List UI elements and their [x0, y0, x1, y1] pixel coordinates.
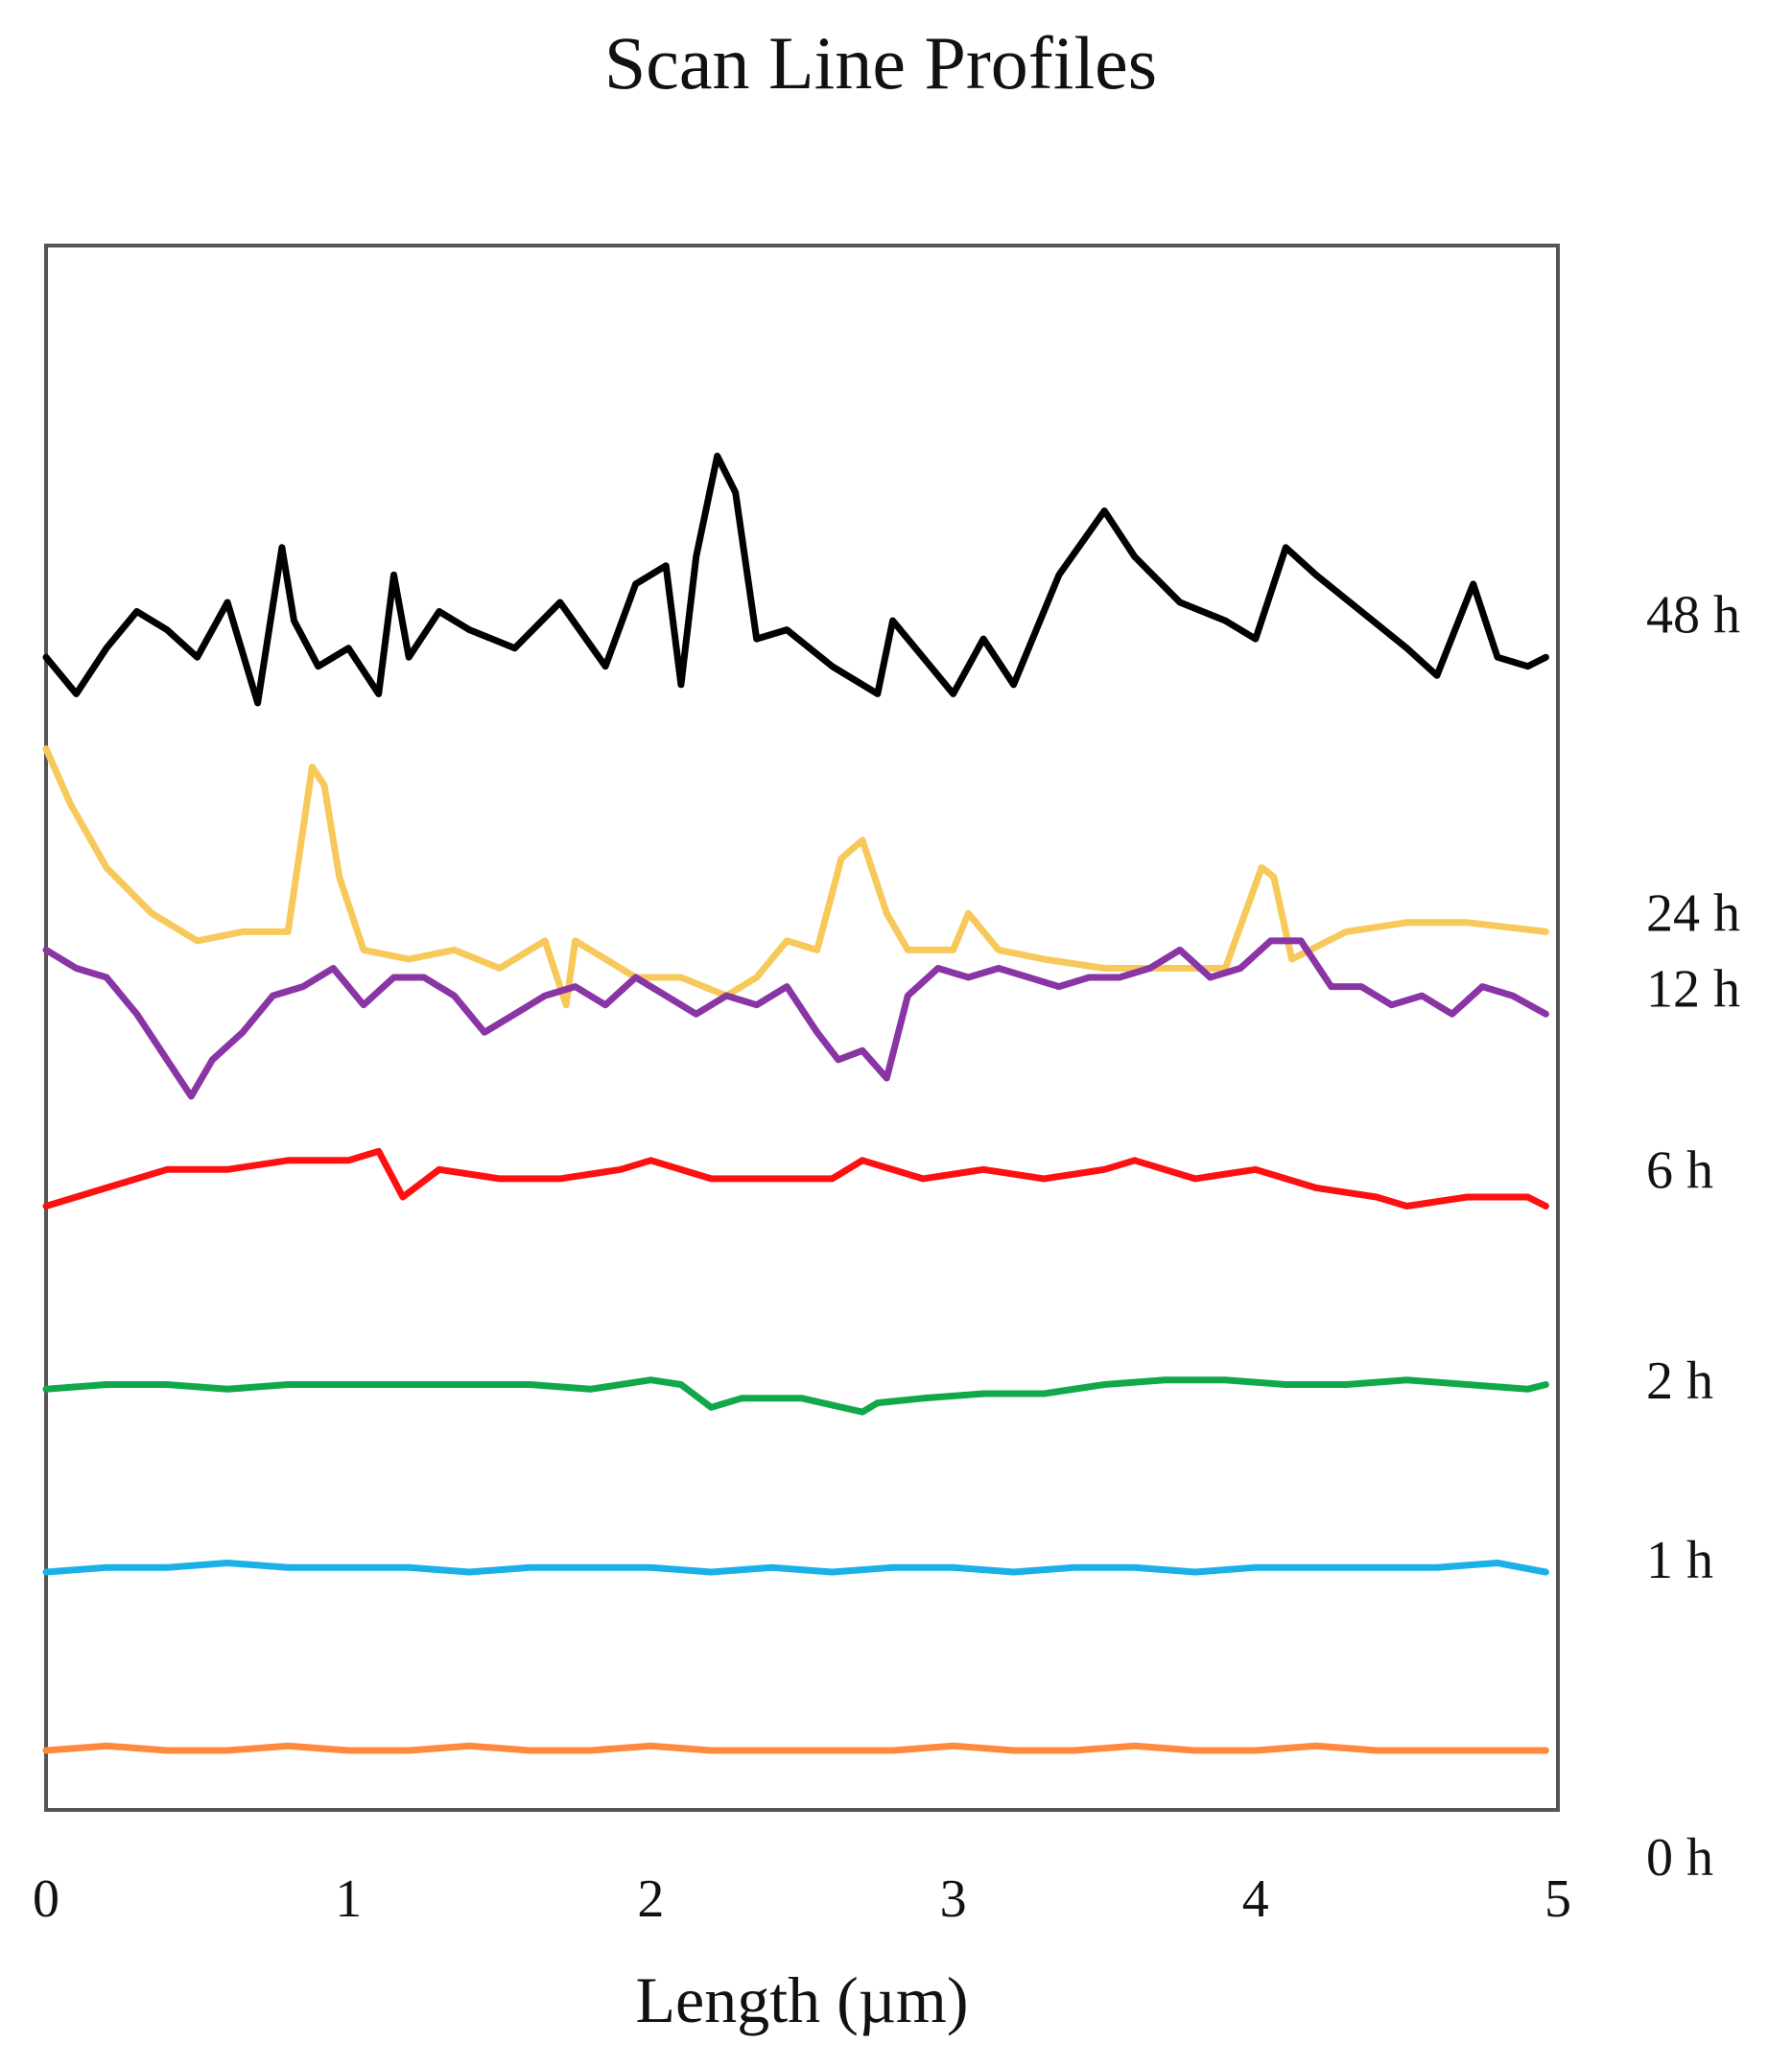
x-tick-label: 4	[1242, 1869, 1269, 1929]
x-tick-label: 5	[1544, 1869, 1571, 1929]
series-label-12h: 12 h	[1646, 960, 1740, 1020]
series-line-6h	[42, 1147, 1549, 1210]
series-line-1h	[42, 1560, 1549, 1576]
series-label-48h: 48 h	[1646, 586, 1740, 646]
x-tick-label: 0	[33, 1869, 59, 1929]
x-tick-label: 3	[940, 1869, 967, 1929]
x-tick-label: 1	[335, 1869, 362, 1929]
series-label-24h: 24 h	[1646, 884, 1740, 944]
series-line-2h	[42, 1376, 1549, 1416]
plot-area-frame	[44, 244, 1560, 1812]
series-line-12h	[42, 937, 1549, 1100]
series-label-0h: 0 h	[1646, 1828, 1713, 1888]
x-tick-label: 2	[637, 1869, 664, 1929]
series-label-6h: 6 h	[1646, 1141, 1713, 1201]
x-axis-ticks: 0 1 2 3 4 5	[33, 1869, 1571, 1929]
series-labels: 48 h 24 h 12 h 6 h 2 h 1 h 0 h	[1646, 586, 1740, 1888]
chart-title: Scan Line Profiles	[604, 21, 1157, 105]
series-label-1h: 1 h	[1646, 1531, 1713, 1590]
x-axis-label: Length (µm)	[636, 1963, 969, 2036]
series-line-0h	[42, 1742, 1549, 1754]
series-layer	[42, 452, 1549, 1754]
series-label-2h: 2 h	[1646, 1351, 1713, 1411]
series-line-48h	[42, 452, 1549, 707]
series-line-24h	[42, 745, 1549, 1009]
